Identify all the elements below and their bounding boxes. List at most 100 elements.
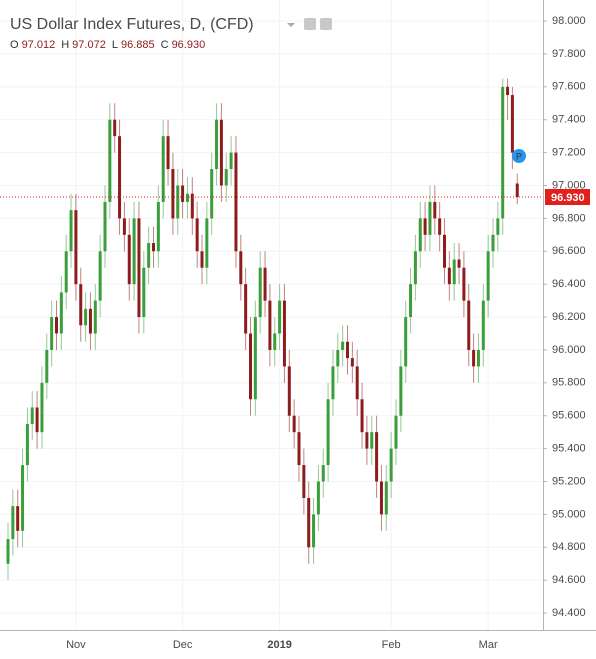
candle-body [365, 432, 369, 449]
x-tick-label: Mar [479, 639, 498, 651]
y-tick-label: 96.000 [552, 344, 586, 356]
candle-body [486, 251, 490, 301]
candle-body [447, 267, 451, 285]
y-tick-label: 94.800 [552, 541, 586, 553]
candle-body [30, 407, 34, 424]
p-badge-label: P [516, 151, 522, 161]
candle-body [122, 218, 126, 235]
candle-body [510, 95, 514, 153]
ohlc-value: 97.012 [22, 39, 56, 51]
candle-body [326, 399, 330, 466]
settings-icon[interactable] [320, 18, 332, 30]
candle-body [443, 234, 446, 268]
candle-body [40, 382, 44, 433]
p-badge[interactable] [512, 149, 526, 163]
candle-body [433, 201, 437, 219]
candle-body [481, 300, 485, 350]
eye-icon[interactable] [304, 18, 316, 30]
y-tick-label: 96.800 [552, 212, 586, 224]
candle-body [127, 234, 131, 285]
candle-body [360, 399, 364, 433]
candle-body [45, 349, 49, 383]
dropdown-icon[interactable] [287, 23, 295, 27]
candle-body [195, 218, 199, 252]
candle-body [219, 119, 223, 186]
candle-body [25, 423, 29, 466]
candle-body [307, 497, 311, 548]
candle-body [35, 407, 39, 433]
y-tick-label: 98.000 [552, 15, 586, 27]
candle-body [98, 251, 102, 301]
candles [0, 78, 543, 581]
candle-body [428, 201, 432, 235]
candle-body [336, 349, 340, 367]
candle-body [161, 136, 165, 202]
candle-body [375, 432, 379, 482]
candle-body [312, 514, 316, 548]
x-tick-label: Feb [382, 639, 401, 651]
y-tick-label: 95.000 [552, 508, 586, 520]
y-tick-label: 96.200 [552, 311, 586, 323]
candle-body [224, 169, 228, 186]
candle-body [59, 292, 63, 334]
candle-body [113, 119, 117, 137]
candle-body [249, 333, 252, 400]
candle-body [11, 506, 15, 540]
ohlc-value: 96.885 [121, 39, 155, 51]
candle-body [331, 366, 335, 400]
candle-body [55, 317, 58, 334]
ohlc-key: C [161, 39, 169, 51]
last-price-label: 96.930 [551, 192, 585, 204]
candle-body [496, 218, 500, 235]
candle-body [108, 119, 112, 202]
candle-body [152, 243, 155, 252]
candle-body [506, 86, 510, 96]
ohlc-key: L [112, 39, 118, 51]
candle-body [84, 308, 88, 326]
candle-body [263, 267, 267, 301]
candle-body [171, 169, 175, 219]
y-tick-label: 97.600 [552, 81, 586, 93]
candle-body [292, 415, 296, 433]
candle-body [132, 218, 136, 285]
candle-body [142, 267, 146, 318]
candle-body [389, 448, 393, 482]
candle-body [413, 251, 417, 285]
candle-body [210, 169, 214, 219]
candle-body [379, 481, 383, 515]
y-tick-label: 97.400 [552, 114, 586, 126]
candle-body [6, 539, 10, 564]
candle-body [341, 341, 345, 350]
ohlc-value: 97.072 [72, 39, 106, 51]
candle-body [176, 185, 180, 219]
chart-title: US Dollar Index Futures, D, (CFD) [10, 16, 254, 33]
candle-body [438, 218, 442, 235]
candle-body [200, 251, 204, 268]
candle-body [156, 201, 160, 252]
y-tick-label: 94.400 [552, 607, 586, 619]
candle-body [21, 465, 25, 531]
y-tick-label: 97.000 [552, 179, 586, 191]
candle-body [239, 251, 243, 285]
candle-body [452, 259, 456, 285]
candle-body [423, 218, 427, 235]
candle-body [472, 349, 476, 367]
candle-body [355, 366, 359, 400]
x-tick-label: 2019 [267, 639, 291, 651]
candle-body [302, 465, 306, 498]
last-price-box [545, 189, 590, 206]
candle-body [476, 349, 480, 367]
y-tick-label: 95.600 [552, 410, 586, 422]
candle-body [69, 210, 73, 252]
candle-body [137, 218, 141, 318]
candle-body [234, 152, 238, 252]
candle-body [278, 300, 282, 334]
candle-body [166, 136, 170, 170]
ohlc-key: O [10, 39, 19, 51]
candle-body [287, 366, 291, 416]
candle-body [253, 317, 257, 400]
candle-body [384, 481, 388, 515]
candle-body [350, 358, 354, 367]
